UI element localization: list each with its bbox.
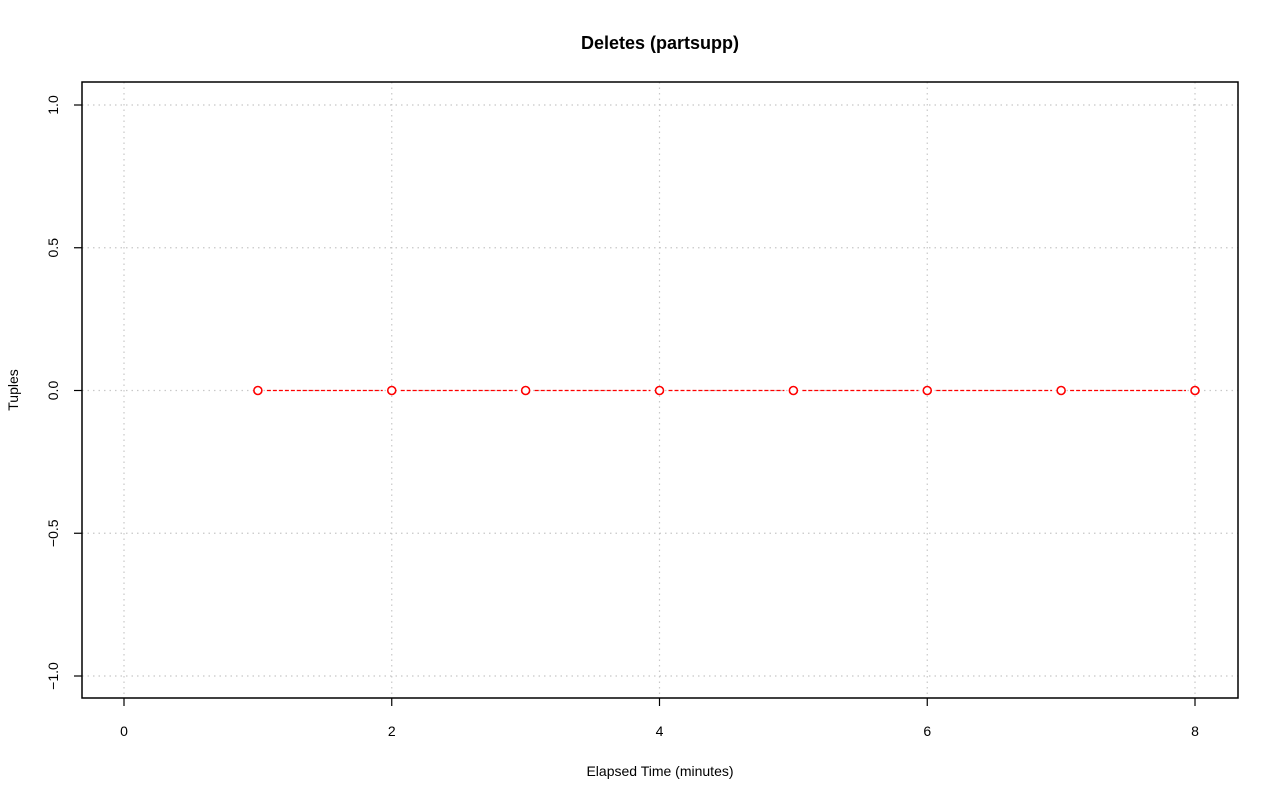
- y-axis-label: Tuples: [5, 369, 21, 411]
- x-tick-label: 8: [1191, 723, 1199, 739]
- y-tick-label: −1.0: [45, 662, 61, 690]
- x-tick-label: 0: [120, 723, 128, 739]
- data-point: [1056, 385, 1066, 396]
- y-axis: −1.0 −0.5 0.0 0.5 1.0: [45, 95, 82, 690]
- x-tick-label: 2: [388, 723, 396, 739]
- y-tick-label: 0.5: [45, 238, 61, 258]
- x-tick-label: 4: [656, 723, 664, 739]
- data-point: [253, 385, 263, 396]
- y-tick-label: −0.5: [45, 519, 61, 547]
- chart-title: Deletes (partsupp): [581, 33, 739, 53]
- data-point: [386, 385, 397, 396]
- data-point: [1190, 385, 1200, 396]
- x-axis-label: Elapsed Time (minutes): [586, 763, 733, 779]
- data-point: [922, 385, 933, 396]
- data-point: [788, 385, 799, 396]
- data-point: [654, 385, 665, 396]
- series-layer: [253, 385, 1200, 396]
- x-axis: 0 2 4 6 8: [120, 698, 1199, 739]
- y-tick-label: 0.0: [45, 381, 61, 401]
- data-point: [520, 385, 531, 396]
- x-tick-label: 6: [923, 723, 931, 739]
- y-tick-label: 1.0: [45, 95, 61, 115]
